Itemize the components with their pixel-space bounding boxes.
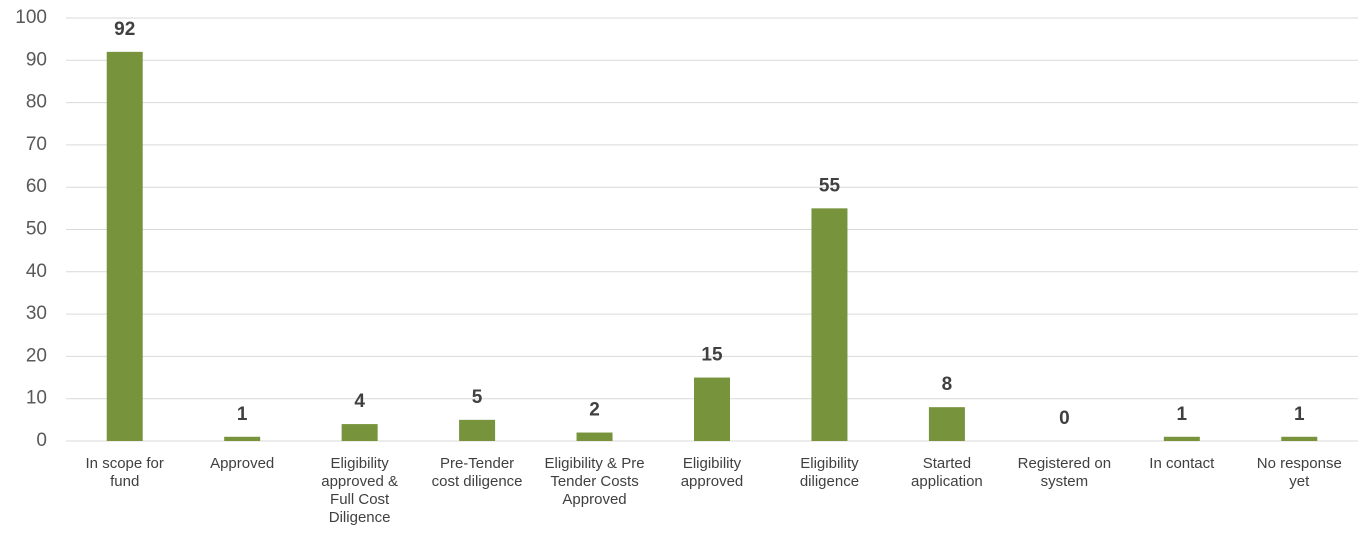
bar: [1163, 436, 1200, 441]
bar: [694, 377, 730, 441]
data-label: 1: [1177, 404, 1188, 425]
x-tick-label: Pre-Tender cost diligence: [431, 455, 523, 490]
y-tick-label: 80: [26, 92, 47, 113]
y-tick-label: 70: [26, 134, 47, 155]
data-label: 15: [701, 345, 723, 366]
y-tick-label: 50: [26, 219, 47, 240]
bar: [224, 436, 261, 441]
bar: [928, 407, 965, 441]
x-tick-label: Eligibility & Pre Tender Costs Approved: [544, 455, 645, 508]
data-label: 1: [1294, 404, 1305, 425]
y-tick-label: 0: [36, 430, 47, 451]
bar: [1281, 436, 1318, 441]
bar: [811, 208, 848, 441]
y-tick-label: 10: [26, 388, 47, 409]
bar: [341, 424, 378, 441]
bar: [106, 51, 143, 442]
x-tick-label: Eligibility approved & Full Cost Diligen…: [321, 455, 398, 526]
y-tick-label: 20: [26, 345, 47, 366]
x-tick-label: Registered on system: [1017, 455, 1112, 490]
data-label: 1: [237, 404, 248, 425]
y-tick-label: 90: [26, 49, 47, 70]
bar: [576, 432, 613, 441]
x-tick-label: No response yet: [1256, 455, 1342, 490]
bar: [459, 419, 496, 441]
y-tick-label: 30: [26, 303, 47, 324]
x-tick-label: Eligibility approved: [680, 455, 744, 490]
y-tick-label: 100: [15, 7, 47, 28]
x-tick-label: In scope for fund: [85, 455, 164, 490]
data-label: 4: [354, 391, 365, 412]
data-label: 55: [819, 175, 841, 196]
y-tick-label: 40: [26, 261, 47, 282]
data-label: 0: [1059, 408, 1070, 429]
x-tick-label: Approved: [210, 455, 275, 472]
x-tick-label: Eligibility diligence: [799, 455, 860, 490]
x-tick-label: In contact: [1149, 455, 1215, 472]
data-label: 5: [472, 387, 483, 408]
data-label: 2: [589, 400, 600, 421]
data-label: 8: [942, 374, 953, 395]
x-tick-label: Started application: [911, 455, 983, 490]
y-tick-label: 60: [26, 176, 47, 197]
data-label: 92: [114, 19, 135, 40]
